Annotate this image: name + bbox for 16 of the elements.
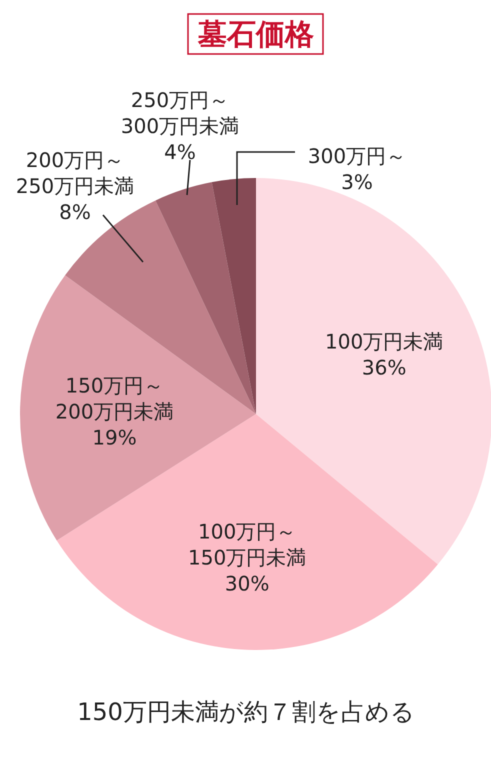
slice-label: 100万円～150万円未満 [188, 519, 306, 570]
data-label: 3% [341, 170, 373, 194]
text: 150万円未満が約７割を占める [77, 698, 415, 726]
slice-label: 200万円～250万円未満 [16, 148, 134, 198]
chart-title: 墓石価格 [197, 17, 314, 51]
slice-label: 250万円～300万円未満 [120, 88, 240, 138]
data-label: 36% [362, 356, 406, 380]
slice-label: 100万円未満 [325, 330, 444, 354]
pie-slice [20, 275, 256, 540]
slice-label: 300万円～ [308, 144, 406, 168]
data-label: 8% [59, 200, 91, 224]
data-label: 4% [164, 140, 196, 164]
pie-slice [212, 178, 256, 414]
data-label: 30% [224, 571, 270, 596]
slice-label: 150万円～200万円未満 [55, 374, 174, 424]
data-label: 19% [92, 426, 137, 450]
